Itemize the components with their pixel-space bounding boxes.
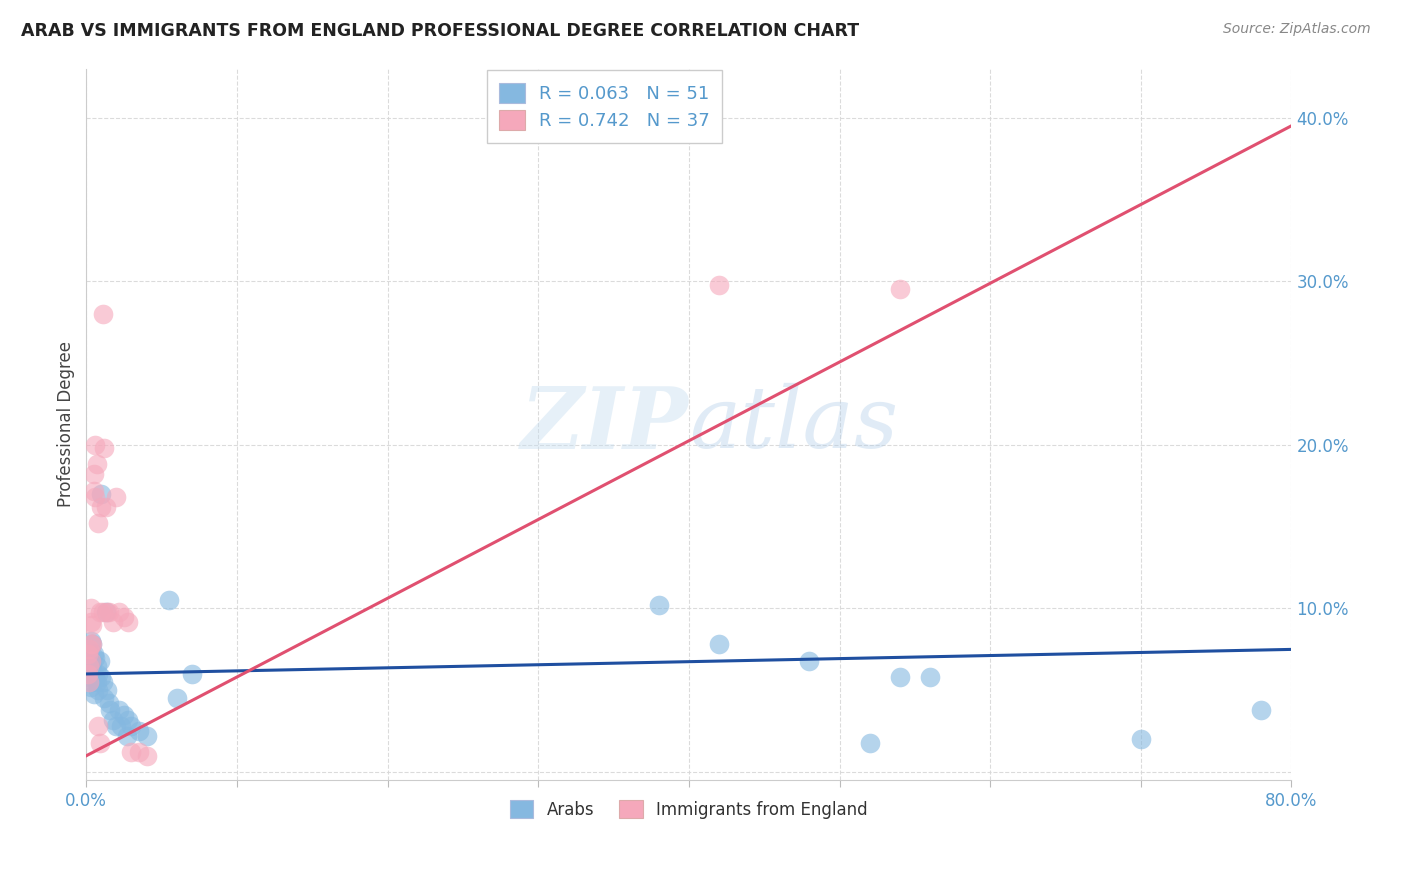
Point bbox=[94, 500, 117, 514]
Point bbox=[80, 654, 103, 668]
Y-axis label: Professional Degree: Professional Degree bbox=[58, 342, 75, 508]
Point bbox=[105, 490, 128, 504]
Point bbox=[180, 667, 202, 681]
Point bbox=[84, 650, 107, 665]
Point bbox=[96, 683, 118, 698]
Point bbox=[103, 713, 125, 727]
Legend: Arabs, Immigrants from England: Arabs, Immigrants from England bbox=[503, 793, 875, 825]
Point bbox=[79, 658, 101, 673]
Point bbox=[83, 483, 105, 498]
Point bbox=[918, 670, 941, 684]
Point bbox=[121, 719, 143, 733]
Point bbox=[86, 658, 108, 673]
Point bbox=[76, 654, 98, 668]
Point bbox=[91, 675, 114, 690]
Point bbox=[97, 605, 120, 619]
Point bbox=[157, 593, 180, 607]
Point bbox=[84, 490, 107, 504]
Point bbox=[96, 605, 118, 619]
Point bbox=[89, 605, 111, 619]
Point bbox=[79, 648, 101, 662]
Point bbox=[83, 467, 105, 482]
Point bbox=[108, 703, 131, 717]
Point bbox=[80, 634, 103, 648]
Point bbox=[648, 598, 671, 612]
Point bbox=[117, 713, 139, 727]
Point bbox=[90, 487, 112, 501]
Point bbox=[128, 724, 150, 739]
Point bbox=[79, 670, 101, 684]
Point bbox=[166, 691, 188, 706]
Point bbox=[1129, 732, 1152, 747]
Point bbox=[135, 748, 157, 763]
Point bbox=[117, 615, 139, 629]
Point bbox=[82, 638, 104, 652]
Point bbox=[82, 618, 104, 632]
Text: Source: ZipAtlas.com: Source: ZipAtlas.com bbox=[1223, 22, 1371, 37]
Point bbox=[76, 648, 98, 662]
Point bbox=[82, 658, 104, 673]
Point bbox=[105, 719, 128, 733]
Point bbox=[80, 638, 103, 652]
Point bbox=[86, 458, 108, 472]
Point bbox=[89, 654, 111, 668]
Point bbox=[112, 609, 135, 624]
Point bbox=[80, 654, 103, 668]
Point bbox=[86, 675, 108, 690]
Point bbox=[87, 719, 110, 733]
Point bbox=[91, 605, 114, 619]
Point bbox=[103, 615, 125, 629]
Point bbox=[94, 605, 117, 619]
Point bbox=[112, 707, 135, 722]
Point bbox=[93, 691, 115, 706]
Point bbox=[83, 648, 105, 662]
Point bbox=[89, 736, 111, 750]
Point bbox=[84, 438, 107, 452]
Point bbox=[82, 675, 104, 690]
Point bbox=[76, 667, 98, 681]
Point bbox=[87, 516, 110, 531]
Point bbox=[108, 605, 131, 619]
Point bbox=[91, 307, 114, 321]
Point bbox=[115, 729, 138, 743]
Point bbox=[80, 615, 103, 629]
Point bbox=[80, 680, 103, 694]
Point bbox=[97, 697, 120, 711]
Point bbox=[87, 683, 110, 698]
Point bbox=[79, 664, 101, 678]
Point bbox=[135, 729, 157, 743]
Text: atlas: atlas bbox=[689, 383, 898, 466]
Text: ARAB VS IMMIGRANTS FROM ENGLAND PROFESSIONAL DEGREE CORRELATION CHART: ARAB VS IMMIGRANTS FROM ENGLAND PROFESSI… bbox=[21, 22, 859, 40]
Point bbox=[82, 638, 104, 652]
Text: ZIP: ZIP bbox=[522, 383, 689, 467]
Point bbox=[84, 670, 107, 684]
Point bbox=[80, 667, 103, 681]
Point bbox=[1250, 703, 1272, 717]
Point bbox=[128, 746, 150, 760]
Point bbox=[859, 736, 882, 750]
Point bbox=[799, 654, 821, 668]
Point bbox=[87, 667, 110, 681]
Point bbox=[707, 638, 730, 652]
Point bbox=[93, 441, 115, 455]
Point bbox=[83, 667, 105, 681]
Point bbox=[889, 282, 911, 296]
Point bbox=[889, 670, 911, 684]
Point bbox=[76, 642, 98, 657]
Point bbox=[100, 703, 122, 717]
Point bbox=[707, 277, 730, 292]
Point bbox=[83, 687, 105, 701]
Point bbox=[80, 601, 103, 615]
Point bbox=[90, 670, 112, 684]
Point bbox=[90, 500, 112, 514]
Point bbox=[79, 642, 101, 657]
Point bbox=[121, 746, 143, 760]
Point bbox=[110, 719, 132, 733]
Point bbox=[79, 675, 101, 690]
